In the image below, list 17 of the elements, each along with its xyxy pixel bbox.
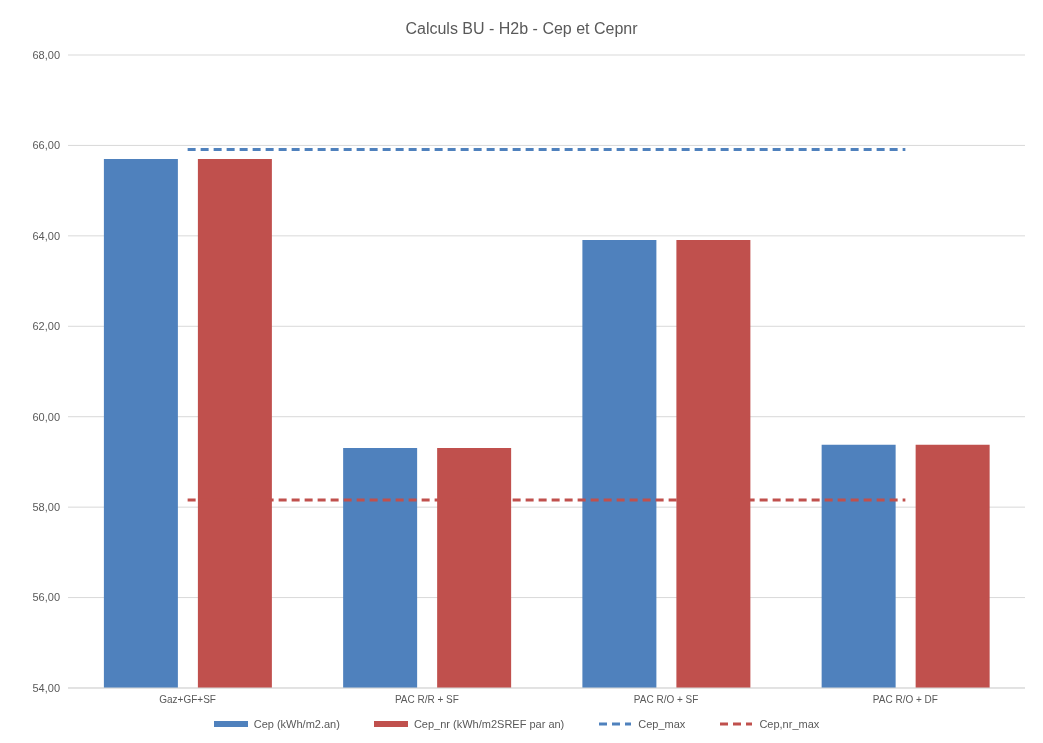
legend-label: Cep (kWh/m2.an) <box>253 718 340 730</box>
legend-label: Cep,nr_max <box>759 718 820 730</box>
y-tick-label: 62,00 <box>32 320 60 333</box>
legend-label: Cep_max <box>638 718 686 730</box>
y-tick-label: 68,00 <box>32 48 60 61</box>
y-tick-label: 56,00 <box>32 591 60 604</box>
y-tick-label: 64,00 <box>32 229 60 242</box>
y-tick-label: 60,00 <box>32 410 60 423</box>
x-tick-label: PAC R/O + DF <box>872 694 938 706</box>
legend-label: Cep_nr (kWh/m2SREF par an) <box>413 718 565 730</box>
chart-title: Calculs BU - H2b - Cep et Cepnr <box>404 19 639 39</box>
y-tick-label: 58,00 <box>32 501 60 514</box>
x-tick-label: PAC R/R + SF <box>394 694 459 706</box>
x-tick-label: Gaz+GF+SF <box>159 694 216 706</box>
y-tick-label: 66,00 <box>32 139 60 152</box>
x-tick-label: PAC R/O + SF <box>633 694 699 706</box>
y-tick-label: 54,00 <box>32 681 60 694</box>
